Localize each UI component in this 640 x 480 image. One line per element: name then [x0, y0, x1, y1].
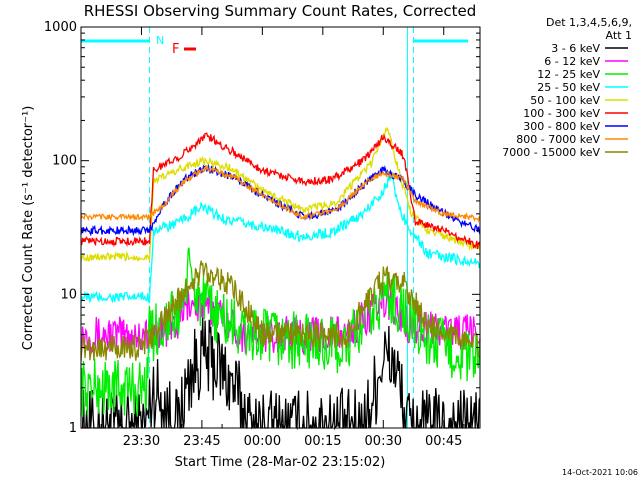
series-line	[80, 132, 481, 250]
series-line	[80, 171, 481, 304]
x-tick-label: 23:30	[123, 434, 160, 449]
x-tick-label: 00:45	[425, 434, 462, 449]
legend-header-line-2: Att 1	[606, 29, 632, 42]
plot-frame	[80, 26, 481, 429]
y-tick-label: 1	[69, 421, 77, 436]
legend-header-line-1: Det 1,3,4,5,6,9,	[546, 16, 632, 29]
legend-label: 7000 - 15000 keV	[502, 146, 600, 159]
x-axis-label: Start Time (28-Mar-02 23:15:02)	[175, 455, 386, 470]
legend-label: 800 - 7000 keV	[516, 133, 600, 146]
legend-label: 6 - 12 keV	[544, 55, 600, 68]
legend-label: 25 - 50 keV	[537, 81, 600, 94]
series-line	[80, 260, 481, 361]
series-line	[80, 126, 481, 263]
x-tick-label: 23:45	[183, 434, 220, 449]
series-line	[80, 164, 481, 223]
x-axis: 23:30 23:45 00:00 00:15 00:30 00:45	[100, 27, 465, 449]
legend-label: 12 - 25 keV	[537, 68, 600, 81]
annotation-n: N	[156, 34, 164, 47]
x-tick-label: 00:15	[304, 434, 341, 449]
y-axis-label: Corrected Count Rate (s⁻¹ detector⁻¹)	[21, 106, 36, 351]
x-tick-label: 00:00	[244, 434, 281, 449]
y-tick-label: 10	[60, 287, 77, 302]
date-stamp: 14-Oct-2021 10:06	[562, 468, 638, 477]
series-line	[80, 247, 481, 417]
annotation-f: F	[172, 42, 179, 57]
legend-label: 100 - 300 keV	[523, 107, 600, 120]
series-line	[81, 316, 481, 431]
series-line	[80, 163, 481, 237]
legend-label: 3 - 6 keV	[551, 42, 600, 55]
y-tick-label: 100	[52, 154, 77, 169]
y-axis: 1 10 100 1000	[44, 20, 480, 436]
chart-title: RHESSI Observing Summary Count Rates, Co…	[84, 2, 477, 20]
legend-label: 50 - 100 keV	[530, 94, 600, 107]
y-tick-label: 1000	[44, 20, 77, 35]
x-tick-label: 00:30	[365, 434, 402, 449]
legend-label: 300 - 800 keV	[523, 120, 600, 133]
plot-area	[80, 27, 481, 431]
